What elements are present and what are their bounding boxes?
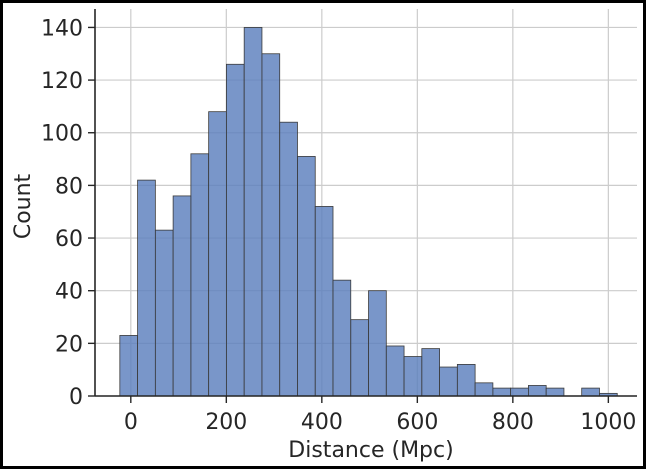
histogram-bar xyxy=(226,63,245,397)
histogram-bar xyxy=(528,385,547,397)
histogram-bar xyxy=(492,387,512,397)
y-tick-label: 100 xyxy=(41,122,83,147)
histogram-bar xyxy=(190,153,210,397)
x-tick-label: 600 xyxy=(396,410,438,435)
histogram-bar xyxy=(403,356,423,397)
histogram-bar xyxy=(385,345,405,397)
histogram-bar xyxy=(510,387,529,397)
histogram-bar xyxy=(421,348,440,397)
y-tick-label: 60 xyxy=(55,227,83,252)
histogram-bar xyxy=(243,27,263,397)
y-tick-label: 120 xyxy=(41,69,83,94)
y-tick-label: 0 xyxy=(69,385,83,410)
x-axis-label: Distance (Mpc) xyxy=(288,438,453,463)
x-tick-label: 200 xyxy=(205,410,247,435)
axes xyxy=(94,9,637,397)
x-tick-label: 1000 xyxy=(580,410,636,435)
histogram-bar xyxy=(297,156,316,397)
histogram-bar xyxy=(137,179,156,397)
histogram-bar xyxy=(279,121,298,397)
histogram-bar xyxy=(456,364,476,397)
histogram-bar xyxy=(439,366,458,397)
histogram-bar xyxy=(474,382,494,397)
histogram-bars xyxy=(119,27,618,397)
x-tick-label: 0 xyxy=(124,410,138,435)
histogram-bar xyxy=(154,229,174,397)
histogram-bar xyxy=(261,53,281,397)
y-tick-label: 80 xyxy=(55,174,83,199)
x-tick-label: 400 xyxy=(301,410,343,435)
y-axis-label: Count xyxy=(11,173,36,239)
histogram-bar xyxy=(208,111,227,397)
ticks: 0 200 400 600 800 1000 0 20 40 60 80 100 120 140 xyxy=(41,16,636,435)
y-tick-label: 40 xyxy=(55,280,83,305)
x-tick-label: 800 xyxy=(492,410,534,435)
y-tick-label: 20 xyxy=(55,332,83,357)
histogram-bar xyxy=(172,195,192,397)
histogram-bar xyxy=(119,335,138,397)
histogram-bar xyxy=(332,279,352,397)
histogram-bar xyxy=(581,387,600,397)
histogram-chart: 0 200 400 600 800 1000 0 20 40 60 80 100 120 140 Dist… xyxy=(11,9,637,463)
histogram-bar xyxy=(368,290,387,397)
y-tick-label: 140 xyxy=(41,16,83,41)
histogram-bar xyxy=(545,387,565,397)
grid-lines xyxy=(95,9,637,397)
histogram-bar xyxy=(314,206,334,397)
histogram-bar xyxy=(350,319,369,397)
